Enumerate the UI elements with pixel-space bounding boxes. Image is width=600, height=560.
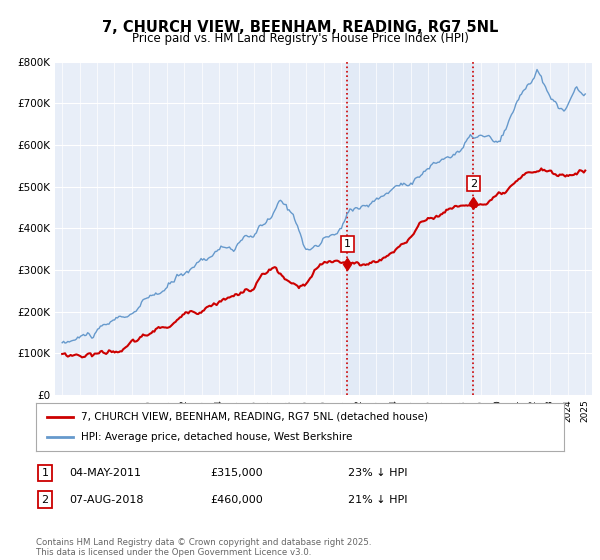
Text: 7, CHURCH VIEW, BEENHAM, READING, RG7 5NL (detached house): 7, CHURCH VIEW, BEENHAM, READING, RG7 5N… — [81, 412, 428, 422]
Text: 04-MAY-2011: 04-MAY-2011 — [69, 468, 141, 478]
Text: £460,000: £460,000 — [210, 494, 263, 505]
Text: 1: 1 — [41, 468, 49, 478]
Text: Contains HM Land Registry data © Crown copyright and database right 2025.
This d: Contains HM Land Registry data © Crown c… — [36, 538, 371, 557]
Text: HPI: Average price, detached house, West Berkshire: HPI: Average price, detached house, West… — [81, 432, 352, 442]
Text: 07-AUG-2018: 07-AUG-2018 — [69, 494, 143, 505]
Text: 2: 2 — [41, 494, 49, 505]
Text: 21% ↓ HPI: 21% ↓ HPI — [348, 494, 407, 505]
Text: 7, CHURCH VIEW, BEENHAM, READING, RG7 5NL: 7, CHURCH VIEW, BEENHAM, READING, RG7 5N… — [102, 20, 498, 35]
Text: Price paid vs. HM Land Registry's House Price Index (HPI): Price paid vs. HM Land Registry's House … — [131, 32, 469, 45]
Text: 2: 2 — [470, 179, 477, 189]
Text: £315,000: £315,000 — [210, 468, 263, 478]
Bar — [347, 62, 473, 395]
Text: 23% ↓ HPI: 23% ↓ HPI — [348, 468, 407, 478]
Text: 1: 1 — [344, 239, 351, 249]
